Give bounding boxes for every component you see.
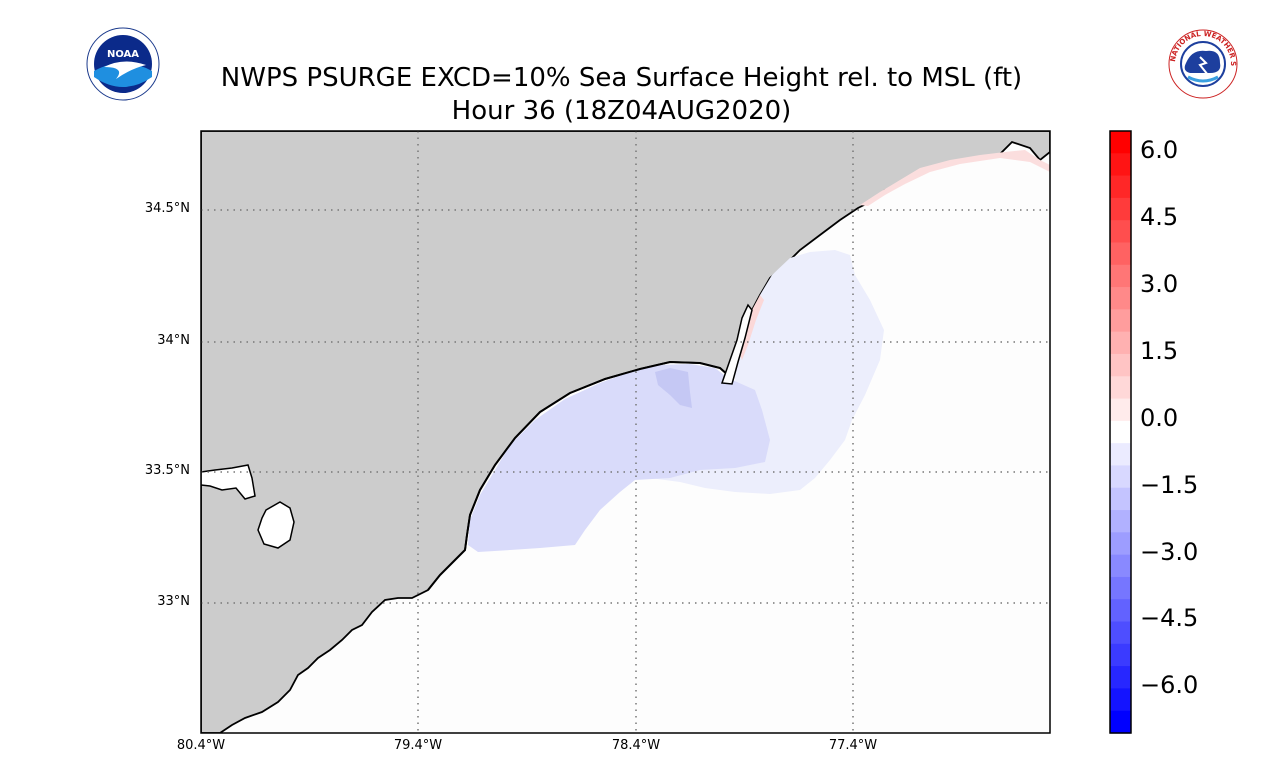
colorbar-segment xyxy=(1110,599,1131,623)
noaa-logo-text: NOAA xyxy=(107,49,139,60)
colorbar-segment xyxy=(1110,710,1131,734)
colorbar-tick-label: 4.5 xyxy=(1140,203,1179,231)
colorbar-segment xyxy=(1110,197,1131,221)
colorbar-tick-label: −3.0 xyxy=(1140,538,1199,566)
colorbar-segment xyxy=(1110,666,1131,690)
nws-logo: NATIONAL WEATHER SERVICE xyxy=(1166,27,1239,100)
lat-label: 33.5°N xyxy=(144,463,190,478)
colorbar-segment xyxy=(1110,576,1131,600)
colorbar-segment xyxy=(1110,242,1131,266)
colorbar-segment xyxy=(1110,264,1131,288)
colorbar-segment xyxy=(1110,554,1131,578)
noaa-logo: NOAA xyxy=(86,27,160,101)
surge-positive-strip xyxy=(738,295,764,360)
colorbar-segment xyxy=(1110,487,1131,511)
map-gridlines xyxy=(201,131,1050,733)
colorbar-segment xyxy=(1110,688,1131,712)
map-frame xyxy=(200,130,1051,734)
colorbar-segment xyxy=(1110,153,1131,177)
lat-label: 33°N xyxy=(157,594,190,609)
lon-label: 80.4°W xyxy=(176,738,226,753)
surge-negative-medium xyxy=(468,364,770,552)
map-title: NWPS PSURGE EXCD=10% Sea Surface Height … xyxy=(220,63,1023,93)
colorbar-segment xyxy=(1110,643,1131,667)
colorbar-tick-label: −1.5 xyxy=(1140,471,1199,499)
surge-positive-light xyxy=(860,150,1050,206)
colorbar-tick-label: −4.5 xyxy=(1140,604,1199,632)
lon-label: 77.4°W xyxy=(828,738,878,753)
lat-label: 34°N xyxy=(157,333,190,348)
colorbar-segment xyxy=(1110,220,1131,244)
colorbar-segment xyxy=(1110,131,1131,154)
lat-label: 34.5°N xyxy=(144,201,190,216)
colorbar-segment xyxy=(1110,465,1131,489)
colorbar-segment xyxy=(1110,510,1131,533)
colorbar-frame xyxy=(1109,130,1132,734)
lon-label: 78.4°W xyxy=(611,738,661,753)
map-subtitle: Hour 36 (18Z04AUG2020) xyxy=(451,96,792,126)
colorbar-segment xyxy=(1110,287,1131,310)
colorbar-tick-label: 3.0 xyxy=(1140,270,1179,298)
colorbar-tick-label: 0.0 xyxy=(1140,404,1179,432)
lake-marion xyxy=(201,464,256,500)
colorbar-segment xyxy=(1110,175,1131,199)
colorbar-tick-label: 6.0 xyxy=(1140,136,1179,164)
colorbar-tick-label: −6.0 xyxy=(1140,671,1199,699)
lon-label: 79.4°W xyxy=(393,738,443,753)
colorbar-segment xyxy=(1110,376,1131,400)
surge-negative-dark xyxy=(655,368,692,408)
colorbar-segment xyxy=(1110,331,1131,355)
colorbar-segment xyxy=(1110,398,1131,422)
colorbar-segment xyxy=(1110,420,1131,444)
colorbar-segment xyxy=(1110,532,1131,556)
colorbar-tick-label: 1.5 xyxy=(1140,337,1179,365)
colorbar-segment xyxy=(1110,621,1131,645)
colorbar-segment xyxy=(1110,309,1131,333)
lake-moultrie xyxy=(257,501,295,549)
colorbar-segment xyxy=(1110,443,1131,467)
colorbar xyxy=(1110,131,1131,734)
colorbar-segment xyxy=(1110,353,1131,377)
